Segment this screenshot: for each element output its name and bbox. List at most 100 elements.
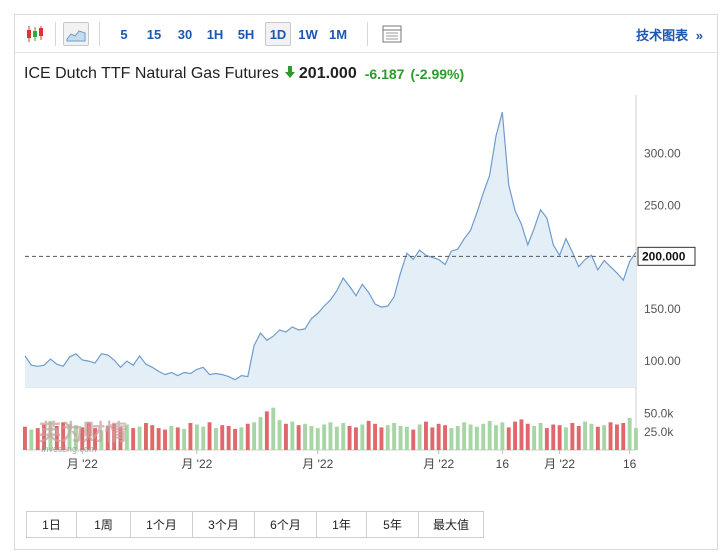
candlestick-icon[interactable] [23,22,47,46]
volume-bar [392,423,397,450]
tech-chart-link[interactable]: 技术图表 » [636,25,703,44]
volume-bar [404,426,409,450]
interval-1w-button[interactable]: 1W [298,26,318,42]
volume-bar [290,421,295,450]
double-chevron-right-icon: » [695,28,703,43]
range-1m-button[interactable]: 1个月 [131,512,193,537]
volume-bar [112,423,117,450]
tech-chart-label: 技术图表 [636,28,689,43]
volume-bar [373,423,377,450]
volume-bar [513,421,517,450]
volume-bar [258,417,263,450]
y-tick-label: 300.00 [644,147,681,161]
volume-bar [214,428,218,450]
price-chart[interactable]: 300.00250.00200.00150.00100.00200.00050.… [15,95,717,491]
volume-bar [188,423,193,450]
interval-30-button[interactable]: 30 [177,26,193,42]
volume-bar [443,425,447,450]
volume-bar [169,426,174,450]
volume-bar [532,426,537,450]
volume-bar [379,427,384,450]
volume-bar [264,411,269,450]
volume-bar [334,426,339,450]
range-1y-button[interactable]: 1年 [317,512,367,537]
volume-bar [341,423,346,450]
interval-1h-button[interactable]: 1H [206,26,224,42]
volume-bar [595,426,600,450]
volume-bar [449,428,454,450]
interval-5-button[interactable]: 5 [120,26,128,42]
volume-bar [500,422,505,450]
volume-bar [474,426,479,450]
volume-bar [131,428,136,450]
volume-bar [615,424,619,450]
range-1w-button[interactable]: 1周 [77,512,131,537]
volume-bar [61,422,66,450]
volume-bar [557,425,562,450]
volume-bar [67,423,72,450]
volume-bar [627,417,632,450]
price-line [24,112,637,381]
range-3m-button[interactable]: 3个月 [193,512,255,537]
volume-bar [538,423,543,450]
range-6m-button[interactable]: 6个月 [255,512,317,537]
interval-1d-button[interactable]: 1D [265,22,291,46]
indicator-table-icon[interactable] [379,22,405,46]
volume-bar [163,429,167,450]
volume-bar [175,427,180,450]
range-max-button[interactable]: 最大值 [432,518,469,532]
volume-bar [424,421,428,450]
interval-15-button[interactable]: 15 [146,26,162,42]
volume-tick-label: 50.0k [644,407,674,421]
volume-bar [417,424,422,450]
range-selector: 1日 1周 1个月 3个月 6个月 1年 5年 最大值 [26,511,484,538]
price-change: -6.187 [364,66,405,82]
volume-bar [583,421,587,450]
y-tick-label: 100.00 [644,354,681,368]
volume-bar [328,422,333,450]
volume-bar [570,423,575,450]
volume-bar [589,423,594,450]
volume-bar [74,425,78,450]
volume-bar [239,427,244,450]
price-change-percent: (-2.99%) [410,66,465,82]
volume-bar [494,425,498,450]
interval-5h-button[interactable]: 5H [237,26,255,42]
current-price-marker [637,246,696,266]
range-5y-button[interactable]: 5年 [367,512,419,537]
volume-bar [29,429,34,450]
volume-bar [42,424,46,450]
volume-bar [144,423,148,450]
volume-bar [602,425,607,450]
volume-bar [519,419,524,450]
volume-bar [284,423,288,450]
volume-bar [544,428,549,450]
area-chart-icon[interactable] [63,22,89,46]
arrow-down-icon [284,65,295,83]
volume-bar [564,427,568,450]
volume-bar [93,428,97,450]
volume-bar [551,424,556,450]
volume-bar [430,427,435,450]
volume-bar [296,425,301,450]
interval-1m-button[interactable]: 1M [328,26,348,42]
volume-bar [220,425,225,450]
volume-bar [86,422,91,450]
volume-bar [150,425,155,450]
instrument-name: ICE Dutch TTF Natural Gas Futures [24,65,279,82]
volume-bar [182,428,187,450]
volume-bar [105,426,110,450]
watermark-sub: Investing.com [41,444,97,454]
volume-bar [621,423,626,450]
volume-bar [207,422,212,450]
watermark-logo: 英为财情 [39,420,127,445]
toolbar-divider [367,22,368,46]
volume-bar [309,426,314,450]
volume-bar [35,428,40,450]
volume-bar [608,422,613,450]
range-1d-button[interactable]: 1日 [27,512,77,537]
volume-bar [411,429,416,450]
volume-bar [576,426,581,450]
x-tick-label: 月 '22 [67,457,98,471]
volume-bar [347,426,352,450]
